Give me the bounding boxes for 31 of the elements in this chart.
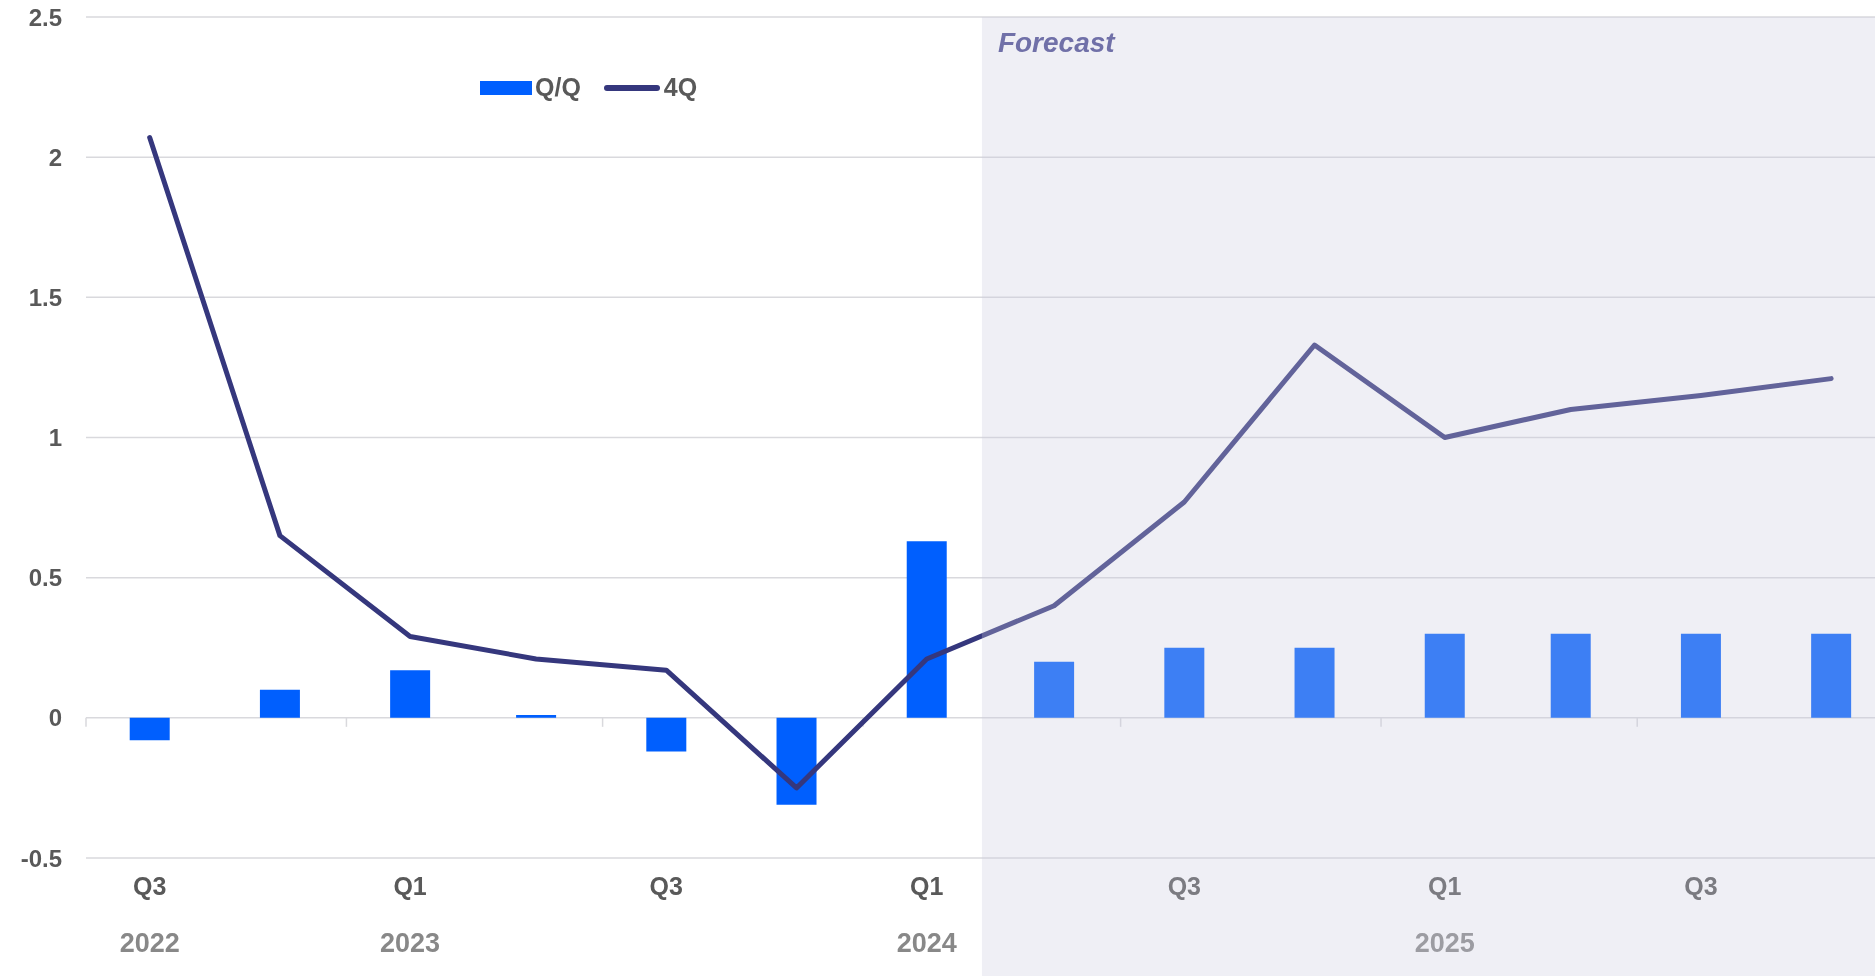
bar xyxy=(259,689,300,718)
bar xyxy=(1034,661,1075,718)
bar xyxy=(1550,633,1591,718)
bar xyxy=(1680,633,1721,718)
legend-label: 4Q xyxy=(663,73,698,102)
x-tick-label: Q1 2025 xyxy=(1414,872,1475,958)
bar xyxy=(1424,633,1465,718)
y-tick-label: 0 xyxy=(48,704,62,732)
x-tick-label: Q3 xyxy=(1684,872,1718,900)
y-tick-label: 1 xyxy=(48,424,62,452)
bar xyxy=(516,715,557,718)
x-tick-label: Q3 xyxy=(649,872,683,900)
band-label: Forecast xyxy=(997,27,1117,58)
x-tick-label: Q3 2022 xyxy=(119,872,180,958)
y-tick-label: 2 xyxy=(48,143,62,171)
bar xyxy=(129,717,170,741)
y-tick-label: 0.5 xyxy=(28,564,62,592)
bar xyxy=(906,541,947,718)
bar xyxy=(1294,647,1335,718)
y-tick-label: -0.5 xyxy=(20,844,62,872)
x-tick-label: Q3 xyxy=(1167,872,1201,900)
x-tick-label: Q1 2023 xyxy=(380,872,441,958)
legend-label: Q/Q xyxy=(535,73,581,102)
bar xyxy=(390,670,431,718)
x-tick-label: Q1 2024 xyxy=(896,872,957,958)
bar xyxy=(776,717,817,805)
bar xyxy=(1811,633,1852,718)
y-tick-label: 2.5 xyxy=(28,3,62,31)
y-tick-label: 1.5 xyxy=(28,283,62,311)
bar xyxy=(646,717,687,752)
bar xyxy=(1164,647,1205,718)
